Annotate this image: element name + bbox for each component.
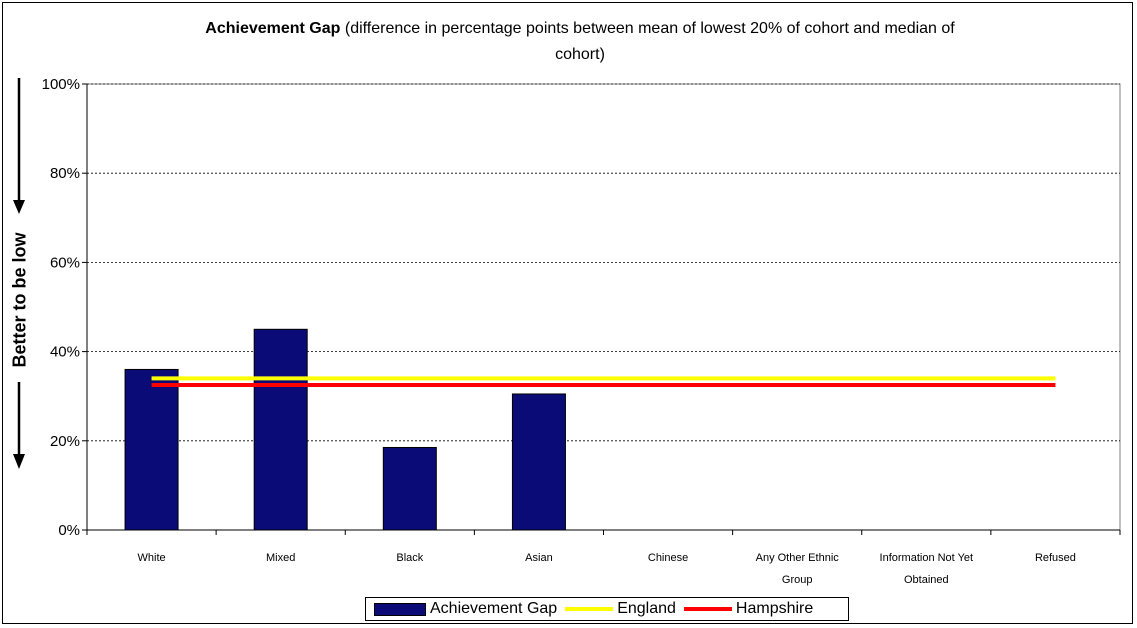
x-tick-label: Refused xyxy=(1035,552,1076,564)
x-tick-label: Information Not Yet Obtained xyxy=(880,552,974,586)
y-tick-label: 100% xyxy=(42,76,80,93)
x-tick-label: Mixed xyxy=(266,552,295,564)
legend-label-hampshire: Hampshire xyxy=(735,600,814,617)
legend-label-achievement-gap: Achievement Gap xyxy=(430,600,558,617)
chart-title: Achievement Gap (difference in percentag… xyxy=(130,16,1030,68)
plot-area xyxy=(86,83,1121,531)
legend-item-hampshire: Hampshire xyxy=(683,600,814,618)
legend-swatch-england xyxy=(565,607,614,611)
y-tick-label: 80% xyxy=(50,165,80,182)
bar xyxy=(382,446,437,531)
legend: Achievement Gap England Hampshire xyxy=(365,597,849,621)
chart-title-rest: (difference in percentage points between… xyxy=(340,20,955,37)
legend-label-england: England xyxy=(617,600,676,617)
chart-title-bold: Achievement Gap xyxy=(205,20,341,37)
y-axis-label: Better to be low xyxy=(9,232,30,368)
x-tick-label: White xyxy=(138,552,166,564)
legend-item-england: England xyxy=(565,600,676,618)
y-tick-label: 0% xyxy=(58,522,80,539)
x-tick-label: Any Other Ethnic Group xyxy=(756,552,840,586)
bar xyxy=(124,368,179,531)
x-tick-label: Chinese xyxy=(648,552,688,564)
x-tick-label: Black xyxy=(396,552,423,564)
chart-title-line2: cohort) xyxy=(555,46,605,63)
legend-swatch-bar xyxy=(374,602,426,616)
bar xyxy=(253,328,308,531)
y-tick-label: 40% xyxy=(50,344,80,361)
arrow-head-top xyxy=(13,200,25,214)
y-tick-label: 60% xyxy=(50,254,80,271)
arrow-head-bottom xyxy=(13,454,25,469)
y-tick-label: 20% xyxy=(50,433,80,450)
x-tick-label: Asian xyxy=(525,552,553,564)
legend-item-achievement-gap: Achievement Gap xyxy=(374,600,557,618)
bar xyxy=(511,393,566,531)
y-axis-label-wrap: Better to be low xyxy=(0,210,40,390)
legend-swatch-hampshire xyxy=(683,607,732,611)
